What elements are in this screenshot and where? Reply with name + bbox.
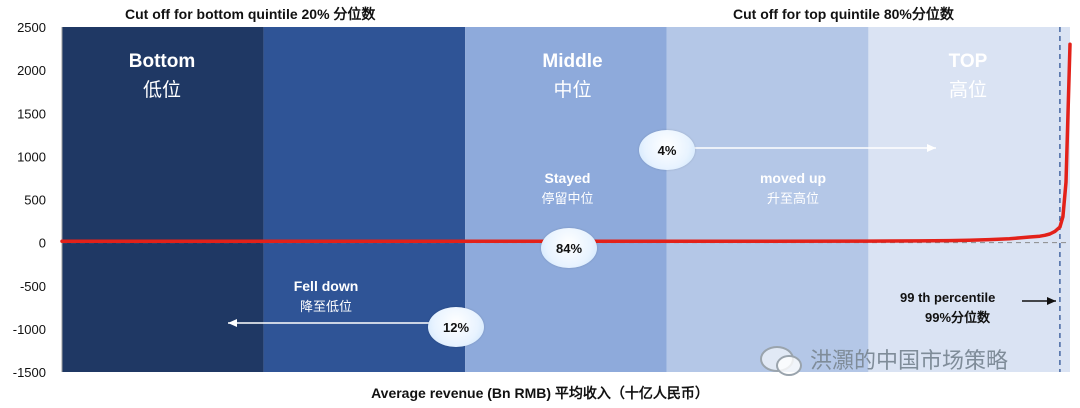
moved-up-arrow-head bbox=[927, 144, 936, 152]
y-tick-label: 1500 bbox=[17, 106, 46, 121]
p99-line1: 99 th percentile bbox=[900, 290, 996, 305]
bottom-band-zh: 低位 bbox=[142, 79, 181, 101]
quintile-band-3 bbox=[465, 27, 667, 372]
watermark: 洪灝的中国市场策略 bbox=[760, 343, 1009, 376]
middle-band-en: Middle bbox=[542, 51, 603, 72]
bottom-band-label: Bottom 低位 bbox=[62, 48, 262, 104]
moved-up-label: moved up 升至高位 bbox=[740, 168, 846, 210]
p99-line2: 99%分位数 bbox=[925, 310, 991, 325]
y-tick-labels: 2500 2000 1500 1000 500 0 -500 -1000 -1500 bbox=[13, 20, 46, 380]
y-tick-label: -1500 bbox=[13, 365, 46, 380]
top-band-en: TOP bbox=[948, 51, 988, 72]
top-cutoff-title: Cut off for top quintile 80%分位数 bbox=[733, 6, 954, 22]
series-line bbox=[60, 42, 1072, 244]
quintile-band-4 bbox=[666, 27, 869, 372]
bottom-cutoff-title: Cut off for bottom quintile 20% 分位数 bbox=[125, 6, 376, 22]
moved-up-en: moved up bbox=[759, 170, 827, 186]
middle-band-label: Middle 中位 bbox=[466, 48, 679, 104]
y-tick-label: 2000 bbox=[17, 63, 46, 78]
wechat-icon bbox=[760, 346, 802, 376]
fell-down-en: Fell down bbox=[293, 278, 359, 294]
moved-up-pct-bubble: 4% bbox=[639, 130, 695, 170]
moved-up-zh: 升至高位 bbox=[766, 192, 819, 207]
fell-down-zh: 降至低位 bbox=[299, 300, 352, 315]
top-band-zh: 高位 bbox=[948, 79, 987, 101]
stayed-pct-bubble: 84% bbox=[541, 228, 597, 268]
stayed-en: Stayed bbox=[544, 170, 591, 186]
stayed-label: Stayed 停留中位 bbox=[520, 168, 615, 210]
fell-down-arrow-head bbox=[228, 319, 237, 327]
stayed-zh: 停留中位 bbox=[541, 192, 594, 207]
top-band-label: TOP 高位 bbox=[868, 48, 1068, 104]
quintile-band-5 bbox=[868, 27, 1070, 372]
y-tick-label: -500 bbox=[20, 279, 46, 294]
y-tick-label: 0 bbox=[39, 236, 46, 251]
p99-arrow-head bbox=[1047, 297, 1056, 305]
fell-down-pct-bubble: 12% bbox=[428, 307, 484, 347]
quintile-band-1 bbox=[62, 27, 264, 372]
fell-down-label: Fell down 降至低位 bbox=[275, 276, 377, 318]
x-axis-label: Average revenue (Bn RMB) 平均收入（十亿人民币） bbox=[371, 385, 709, 401]
y-tick-label: -1000 bbox=[13, 322, 46, 337]
watermark-text: 洪灝的中国市场策略 bbox=[810, 348, 1009, 373]
quintile-band-2 bbox=[263, 27, 466, 372]
y-tick-label: 500 bbox=[24, 193, 46, 208]
revenue-curve bbox=[60, 42, 1072, 244]
bottom-band-en: Bottom bbox=[128, 51, 196, 72]
y-tick-label: 2500 bbox=[17, 20, 46, 35]
p99-label: 99 th percentile 99%分位数 bbox=[900, 288, 995, 328]
middle-band-zh: 中位 bbox=[553, 79, 592, 101]
y-tick-label: 1000 bbox=[17, 149, 46, 164]
quintile-bands bbox=[62, 27, 1070, 372]
